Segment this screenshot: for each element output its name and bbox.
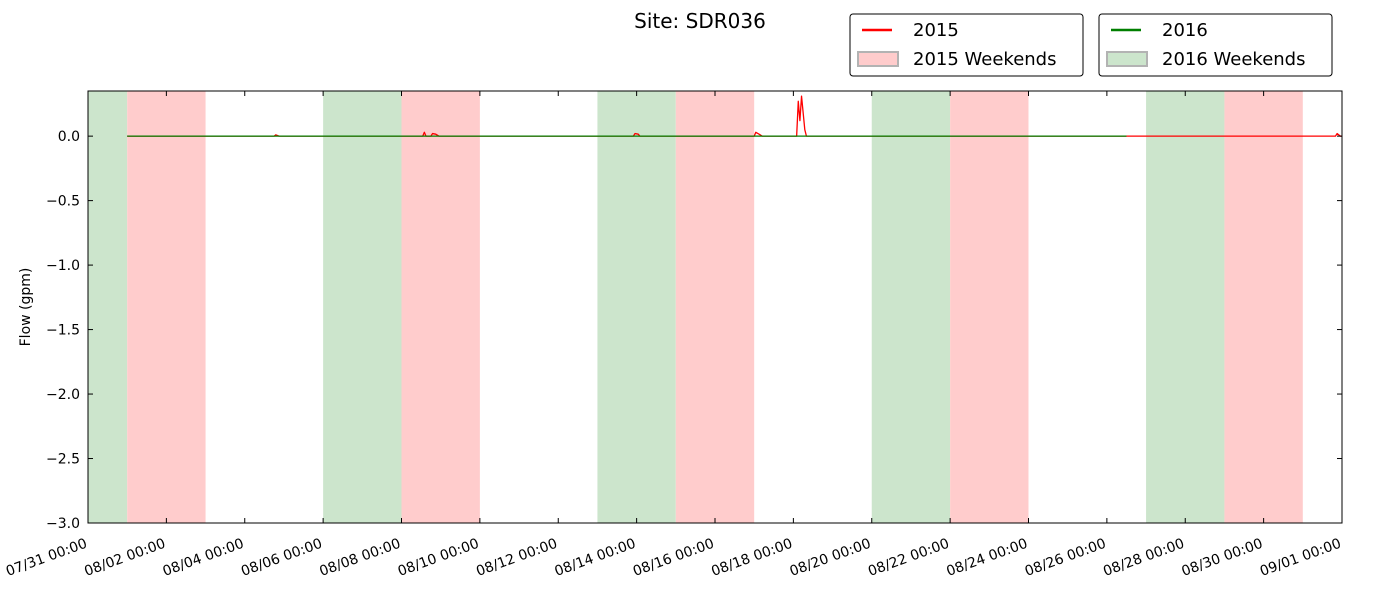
weekend-band-9 [1224,91,1303,523]
legend-swatch-0-1 [857,51,899,67]
legends: 2015 2015 Weekends 2016 2016 Weekends [849,13,1333,77]
x-tick-label-14: 08/28 00:00 [1101,536,1186,580]
legend-box-1 [1098,13,1333,77]
x-tick-label-15: 08/30 00:00 [1180,536,1265,580]
legend-label-0-1: 2015 Weekends [913,49,1057,70]
x-tick-label-11: 08/22 00:00 [866,536,951,580]
y-tick-label-4: −2.0 [46,387,80,403]
weekend-bands [88,91,1303,523]
x-tick-label-4: 08/08 00:00 [317,536,402,580]
y-tick-label-1: −0.5 [46,194,80,210]
legend-label-1-0: 2016 [1162,20,1208,41]
x-tick-label-9: 08/18 00:00 [709,536,794,580]
x-tick-label-5: 08/10 00:00 [396,536,481,580]
weekend-band-2 [323,91,402,523]
weekend-band-0 [88,91,128,523]
x-tick-label-6: 08/12 00:00 [474,536,559,580]
legend-label-0-0: 2015 [913,20,959,41]
x-tick-label-8: 08/16 00:00 [631,536,716,580]
weekend-band-3 [401,91,480,523]
legend-box-0 [849,13,1084,77]
y-tick-label-6: −3.0 [46,516,80,532]
weekend-band-5 [675,91,755,523]
x-tick-label-12: 08/24 00:00 [944,536,1029,580]
x-tick-label-1: 08/02 00:00 [82,536,167,580]
y-tick-label-2: −1.0 [46,258,80,274]
x-tick-label-3: 08/06 00:00 [239,536,324,580]
weekend-band-7 [950,91,1029,523]
y-tick-label-5: −2.5 [46,452,80,468]
y-axis-label: Flow (gpm) [18,268,34,347]
weekend-band-1 [127,91,206,523]
x-tick-label-10: 08/20 00:00 [788,536,873,580]
x-tick-label-16: 09/01 00:00 [1258,536,1343,580]
legend-label-1-1: 2016 Weekends [1162,49,1306,70]
weekend-band-6 [871,91,951,523]
x-tick-label-13: 08/26 00:00 [1023,536,1108,580]
y-tick-label-3: −1.5 [46,323,80,339]
series-lines [127,95,1342,137]
y-tick-label-0: 0.0 [58,129,80,145]
x-tick-label-2: 08/04 00:00 [161,536,246,580]
weekend-band-4 [597,91,676,523]
x-tick-label-0: 07/31 00:00 [4,536,89,580]
weekend-band-8 [1146,91,1225,523]
x-tick-label-7: 08/14 00:00 [553,536,638,580]
chart-title: Site: SDR036 [634,9,766,33]
y-axis: 0.0 −0.5 −1.0 −1.5 −2.0 −2.5 −3.0 [46,129,1342,532]
legend-swatch-1-1 [1106,51,1148,67]
